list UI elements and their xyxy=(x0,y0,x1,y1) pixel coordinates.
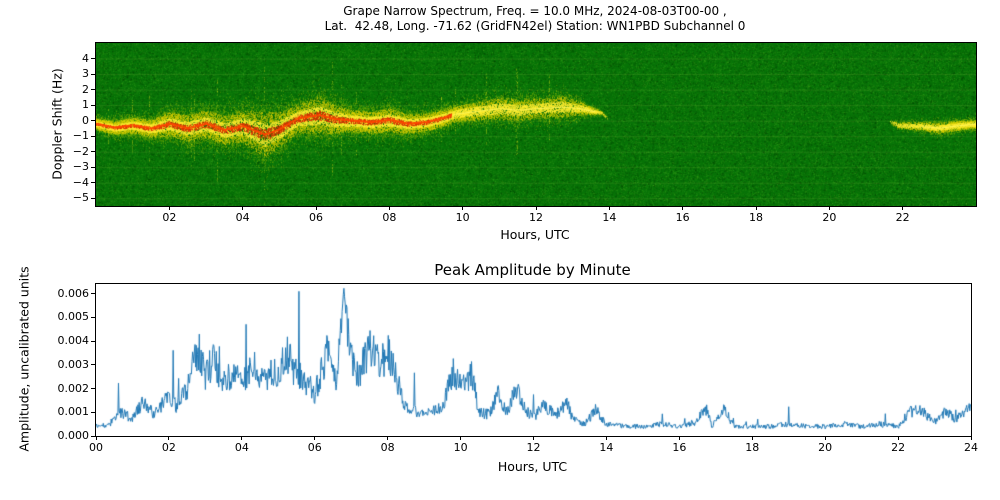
x-tick-mark xyxy=(828,206,830,210)
x-tick-label: 16 xyxy=(672,441,687,454)
x-tick-label: 20 xyxy=(822,211,837,224)
y-tick-mark xyxy=(91,58,95,60)
x-tick-label: 22 xyxy=(891,441,906,454)
spectrogram-title: Grape Narrow Spectrum, Freq. = 10.0 MHz,… xyxy=(95,4,975,34)
x-tick-mark xyxy=(314,436,316,440)
x-tick-label: 24 xyxy=(964,441,978,454)
y-tick-mark xyxy=(91,166,95,168)
x-tick-mark xyxy=(535,206,537,210)
x-tick-mark xyxy=(755,206,757,210)
y-tick-mark xyxy=(91,73,95,75)
y-tick-mark xyxy=(91,135,95,137)
x-tick-label: 14 xyxy=(602,211,617,224)
y-tick-label: 0 xyxy=(82,113,89,127)
x-tick-mark xyxy=(168,436,170,440)
x-tick-label: 18 xyxy=(745,441,760,454)
amplitude-plot xyxy=(95,283,972,437)
x-tick-label: 08 xyxy=(382,211,397,224)
x-tick-label: 00 xyxy=(89,441,103,454)
y-tick-mark xyxy=(91,293,95,294)
x-tick-label: 12 xyxy=(526,441,541,454)
spectrogram-plot xyxy=(95,42,977,207)
x-tick-mark xyxy=(387,436,389,440)
y-tick-label: 0.003 xyxy=(57,357,90,371)
y-tick-mark xyxy=(91,120,95,122)
y-tick-label: 0.005 xyxy=(57,310,90,324)
spectrogram-title-line2: Lat. 42.48, Long. -71.62 (GridFN42el) St… xyxy=(324,19,746,33)
y-tick-label: −5 xyxy=(72,191,89,205)
x-tick-label: 20 xyxy=(818,441,833,454)
x-tick-label: 02 xyxy=(161,441,176,454)
x-tick-mark xyxy=(388,206,390,210)
x-tick-label: 18 xyxy=(749,211,763,224)
amplitude-title: Peak Amplitude by Minute xyxy=(434,261,631,279)
y-tick-mark xyxy=(91,197,95,199)
x-tick-label: 14 xyxy=(599,441,614,454)
spectrogram-title-line1: Grape Narrow Spectrum, Freq. = 10.0 MHz,… xyxy=(343,4,727,18)
y-tick-mark xyxy=(91,364,95,366)
y-tick-mark xyxy=(91,182,95,184)
x-tick-mark xyxy=(533,436,534,440)
y-tick-mark xyxy=(91,316,95,318)
x-tick-mark xyxy=(605,436,607,440)
x-tick-mark xyxy=(460,436,462,440)
y-tick-label: 0.002 xyxy=(57,381,90,395)
y-tick-label: 0.004 xyxy=(57,334,90,347)
x-tick-label: 02 xyxy=(162,211,177,224)
y-tick-label: 4 xyxy=(82,51,89,65)
x-tick-label: 12 xyxy=(529,211,543,224)
y-tick-mark xyxy=(91,340,95,342)
x-tick-label: 06 xyxy=(307,441,322,454)
y-tick-label: 0.001 xyxy=(57,405,90,419)
spectrogram-xlabel: Hours, UTC xyxy=(500,227,570,242)
x-tick-mark xyxy=(462,206,464,210)
x-tick-mark xyxy=(315,206,317,210)
y-tick-label: −1 xyxy=(72,129,89,143)
x-tick-label: 06 xyxy=(309,211,323,224)
x-tick-mark xyxy=(678,436,680,440)
x-tick-mark xyxy=(902,206,904,210)
x-tick-label: 10 xyxy=(455,211,470,224)
x-tick-label: 16 xyxy=(675,211,690,224)
y-tick-label: −2 xyxy=(72,144,89,158)
x-tick-mark xyxy=(682,206,684,210)
y-tick-mark xyxy=(91,388,95,389)
y-tick-mark xyxy=(91,435,95,437)
x-tick-mark xyxy=(168,206,170,210)
x-tick-mark xyxy=(751,436,753,440)
y-tick-label: 3 xyxy=(82,67,89,81)
y-tick-mark xyxy=(91,151,95,153)
x-tick-label: 10 xyxy=(453,441,468,454)
y-tick-label: 2 xyxy=(82,82,89,96)
x-tick-mark xyxy=(241,436,243,440)
x-tick-mark xyxy=(242,206,244,210)
y-tick-mark xyxy=(91,411,95,413)
y-tick-mark xyxy=(91,104,95,106)
y-tick-label: −3 xyxy=(72,160,89,174)
amplitude-ylabel: Amplitude, uncalibrated units xyxy=(16,266,32,452)
x-tick-label: 08 xyxy=(380,441,395,454)
y-tick-label: −4 xyxy=(72,175,89,189)
y-tick-mark xyxy=(91,89,95,91)
x-tick-mark xyxy=(608,206,610,210)
x-tick-label: 04 xyxy=(234,441,249,454)
y-tick-label: 0.000 xyxy=(57,429,90,442)
y-tick-label: 1 xyxy=(82,98,89,112)
x-tick-label: 22 xyxy=(895,211,910,224)
x-tick-mark xyxy=(897,436,899,440)
amplitude-xlabel: Hours, UTC xyxy=(497,459,568,474)
x-tick-label: 04 xyxy=(235,211,250,224)
x-tick-mark xyxy=(824,436,826,440)
x-tick-mark xyxy=(95,436,97,440)
x-tick-mark xyxy=(970,436,972,440)
y-tick-label: 0.006 xyxy=(57,286,90,300)
